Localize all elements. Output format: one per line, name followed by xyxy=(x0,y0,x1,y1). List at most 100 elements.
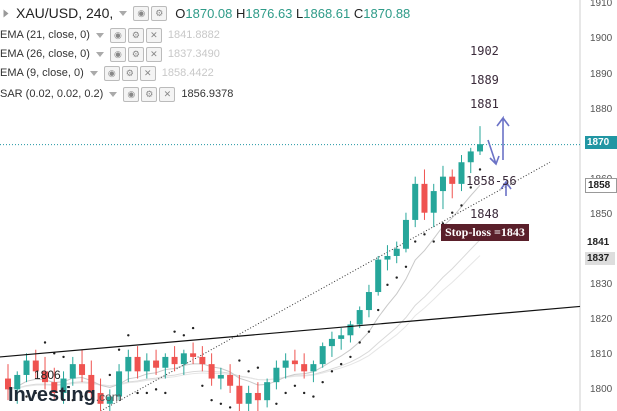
arrow-up-icon xyxy=(496,115,510,160)
candle-body xyxy=(143,360,150,372)
sar-dot xyxy=(182,334,186,337)
candle-body xyxy=(245,392,252,404)
candle-body xyxy=(430,191,437,213)
sar-dot xyxy=(395,276,398,279)
sar-dot xyxy=(321,380,324,384)
sar-dot xyxy=(414,240,417,243)
candle-body xyxy=(439,176,446,192)
level-label: 1881 xyxy=(470,97,499,111)
candle-body xyxy=(338,335,345,339)
chevron-down-icon[interactable] xyxy=(95,51,104,57)
ohlc-values: O1870.08 H1876.63 L1868.61 C1870.88 xyxy=(175,6,410,21)
investing-logo: Investing.com xyxy=(8,384,122,407)
candle-body xyxy=(106,396,113,404)
candle-body xyxy=(69,364,76,379)
candle-body xyxy=(402,219,409,249)
logo-brand: Investing xyxy=(8,384,96,406)
sar-dot xyxy=(25,395,28,398)
candle-body xyxy=(449,176,456,184)
candle-body xyxy=(254,392,261,401)
sar-dot xyxy=(302,391,306,395)
candle-body xyxy=(236,385,243,404)
eye-icon[interactable]: ◉ xyxy=(133,5,150,21)
gear-icon[interactable]: ⚙ xyxy=(127,46,144,62)
candle-body xyxy=(51,382,58,393)
sar-dot xyxy=(34,391,37,395)
sar-dot xyxy=(432,240,435,243)
sar-dot xyxy=(312,395,315,398)
eye-icon[interactable]: ◉ xyxy=(109,27,126,43)
gear-icon[interactable]: ⚙ xyxy=(121,65,138,81)
collapse-chevron-icon[interactable] xyxy=(3,9,9,17)
sar-dot xyxy=(423,233,426,236)
sar-dot xyxy=(404,265,408,268)
close-icon[interactable]: ✕ xyxy=(145,27,162,43)
candle-body xyxy=(217,374,224,379)
indicator-label: SAR (0.02, 0.02, 0.2) xyxy=(0,88,104,100)
sar-dot xyxy=(293,384,297,387)
sar-dot xyxy=(80,395,84,398)
arrow-up-icon xyxy=(500,179,512,196)
candle-body xyxy=(79,364,86,375)
sar-dot xyxy=(349,355,352,359)
candle-body xyxy=(264,382,271,401)
chevron-down-icon[interactable] xyxy=(89,70,98,76)
chevron-down-icon[interactable] xyxy=(109,91,118,97)
gear-icon[interactable]: ⚙ xyxy=(151,5,168,21)
sar-dot xyxy=(127,334,130,337)
y-tick-label: 1800 xyxy=(590,384,613,395)
candle-body xyxy=(180,353,187,365)
indicator-label: EMA (9, close, 0) xyxy=(0,67,84,79)
indicator-row: EMA (21, close, 0) ◉ ⚙ ✕ 1841.8882 xyxy=(0,26,220,44)
candle-body xyxy=(5,378,11,390)
gear-icon[interactable]: ⚙ xyxy=(141,86,158,102)
price-tag: 1837 xyxy=(585,252,615,265)
sar-dot xyxy=(210,398,213,402)
candle-body xyxy=(125,356,132,372)
close-icon[interactable]: ✕ xyxy=(159,86,176,102)
sar-dot xyxy=(469,186,472,189)
close-value: 1870.88 xyxy=(363,5,411,21)
sar-dot xyxy=(256,366,260,369)
indicator-value: 1858.4422 xyxy=(161,67,214,79)
candle-body xyxy=(301,364,308,372)
trend-line xyxy=(0,305,581,358)
sar-dot xyxy=(238,359,241,362)
sar-dot xyxy=(367,330,371,333)
sar-dot xyxy=(201,384,204,387)
candle-body xyxy=(356,310,363,325)
high-label: H xyxy=(236,5,246,21)
y-tick-label: 1850 xyxy=(590,209,613,220)
y-tick-label: 1910 xyxy=(590,0,613,9)
low-label: L xyxy=(296,5,304,21)
chevron-down-icon[interactable] xyxy=(119,10,128,16)
candle-body xyxy=(412,183,419,220)
close-icon[interactable]: ✕ xyxy=(145,46,162,62)
y-tick-label: 1830 xyxy=(590,279,613,290)
eye-icon[interactable]: ◉ xyxy=(123,86,140,102)
level-label: 1902 xyxy=(470,44,499,58)
indicator-row: SAR (0.02, 0.02, 0.2) ◉ ⚙ ✕ 1856.9378 xyxy=(0,85,233,103)
candle-body xyxy=(23,360,30,375)
y-tick-label: 1890 xyxy=(590,69,613,80)
price-tag: 1841 xyxy=(585,236,615,249)
candle-body xyxy=(384,255,391,260)
close-icon[interactable]: ✕ xyxy=(139,65,156,81)
sar-dot xyxy=(478,168,482,171)
candle-body xyxy=(393,248,400,256)
candle-body xyxy=(14,374,21,390)
sar-dot xyxy=(358,341,361,344)
candle-body xyxy=(116,371,123,397)
logo-suffix: .com xyxy=(95,390,122,404)
indicator-value: 1856.9378 xyxy=(181,88,234,100)
chevron-down-icon[interactable] xyxy=(95,32,104,38)
eye-icon[interactable]: ◉ xyxy=(109,46,126,62)
eye-icon[interactable]: ◉ xyxy=(103,65,120,81)
gear-icon[interactable]: ⚙ xyxy=(127,27,144,43)
sar-dot xyxy=(136,391,139,395)
low-price-label: 1806 xyxy=(34,368,61,382)
sar-dot xyxy=(71,398,74,402)
sar-dot xyxy=(247,370,250,373)
chart-legend: XAU/USD, 240, ◉ ⚙ O1870.08 H1876.63 L186… xyxy=(0,0,580,110)
